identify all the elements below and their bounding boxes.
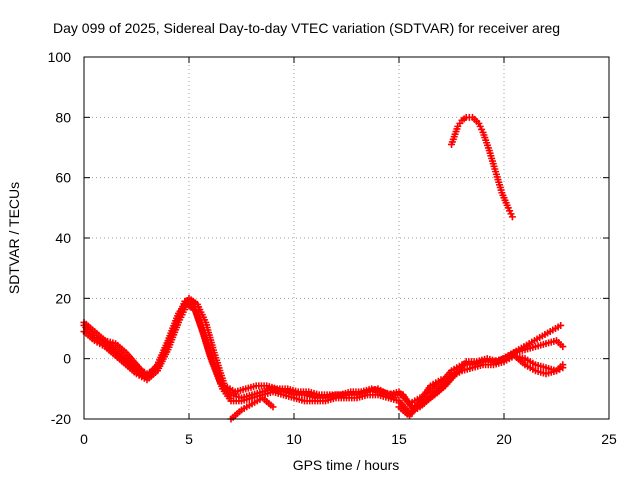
y-tick-label: 100 bbox=[48, 49, 72, 65]
grid-lines bbox=[84, 57, 609, 419]
data-point bbox=[557, 321, 565, 329]
series-track-3 bbox=[80, 294, 565, 414]
data-point bbox=[559, 361, 567, 369]
tick-labels: 0 5 10 15 20 25 -20 0 20 40 60 80 100 bbox=[48, 49, 617, 447]
series-track-1 bbox=[80, 297, 567, 408]
x-axis-label: GPS time / hours bbox=[293, 457, 400, 473]
series-track-4 bbox=[101, 337, 567, 423]
x-tick-label: 20 bbox=[496, 431, 512, 447]
x-tick-label: 25 bbox=[601, 431, 617, 447]
axis-ticks bbox=[83, 56, 610, 420]
data-point bbox=[437, 376, 445, 384]
data-point bbox=[143, 373, 151, 381]
x-tick-label: 15 bbox=[391, 431, 407, 447]
series-track-5 bbox=[448, 113, 516, 221]
data-point bbox=[269, 403, 277, 411]
y-tick-label: 20 bbox=[55, 290, 71, 306]
data-points bbox=[80, 113, 567, 423]
y-tick-label: 60 bbox=[55, 170, 71, 186]
x-tick-label: 0 bbox=[80, 431, 88, 447]
x-tick-label: 10 bbox=[286, 431, 302, 447]
y-axis-label: SDTVAR / TECUs bbox=[6, 182, 22, 294]
y-tick-label: 0 bbox=[63, 351, 71, 367]
x-tick-label: 5 bbox=[185, 431, 193, 447]
y-tick-label: -20 bbox=[51, 411, 71, 427]
y-tick-label: 80 bbox=[55, 109, 71, 125]
data-point bbox=[508, 213, 516, 221]
data-point bbox=[559, 343, 567, 351]
chart-title: Day 099 of 2025, Sidereal Day-to-day VTE… bbox=[53, 20, 560, 36]
y-tick-label: 40 bbox=[55, 230, 71, 246]
